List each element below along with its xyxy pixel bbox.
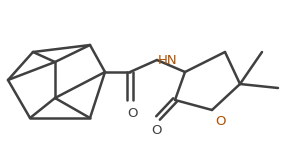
Text: O: O <box>215 115 226 128</box>
Text: HN: HN <box>158 53 178 67</box>
Text: O: O <box>128 107 138 120</box>
Text: O: O <box>151 124 161 137</box>
